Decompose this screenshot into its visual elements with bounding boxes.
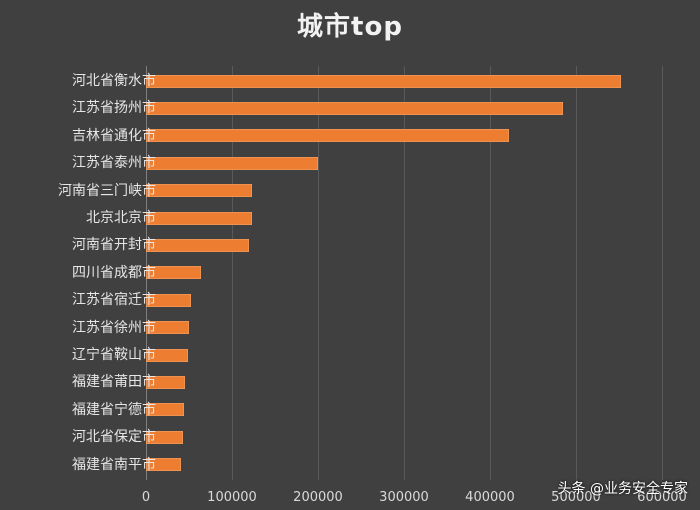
bar <box>146 238 250 252</box>
category-label: 吉林省通化市 <box>72 127 156 144</box>
bar <box>146 321 189 335</box>
category-label: 江苏省泰州市 <box>72 155 156 172</box>
category-label: 福建省南平市 <box>72 456 156 473</box>
x-tick-label: 200000 <box>293 490 343 505</box>
gridline <box>404 66 405 480</box>
x-tick-label: 300000 <box>379 490 429 505</box>
category-label: 北京北京市 <box>86 210 156 226</box>
bar <box>146 266 202 280</box>
gridline <box>232 66 233 480</box>
category-label: 辽宁省鞍山市 <box>72 347 156 363</box>
bar <box>146 458 182 472</box>
x-tick-label: 500000 <box>551 490 601 505</box>
category-label: 河南省三门峡市 <box>58 182 156 199</box>
gridline <box>576 66 577 480</box>
bar <box>146 156 318 170</box>
bar <box>146 348 189 362</box>
category-label: 四川省成都市 <box>72 264 156 281</box>
category-label: 河南省开封市 <box>72 237 156 254</box>
bar <box>146 293 191 307</box>
bar <box>146 74 621 88</box>
bar <box>146 129 509 143</box>
x-tick-label: 0 <box>141 490 151 505</box>
watermark: 头条 @业务安全专家 <box>557 481 688 497</box>
x-tick-label: 400000 <box>465 490 515 505</box>
category-label: 江苏省扬州市 <box>72 100 156 117</box>
category-label: 河北省衡水市 <box>72 73 156 89</box>
category-label: 河北省保定市 <box>72 429 156 446</box>
category-label: 江苏省宿迁市 <box>72 292 156 309</box>
gridline <box>662 66 663 480</box>
bar <box>146 184 252 198</box>
gridline <box>318 66 319 480</box>
gridline <box>490 66 491 480</box>
category-label: 福建省宁德市 <box>72 401 156 418</box>
category-label: 江苏省徐州市 <box>72 319 156 336</box>
x-tick-label: 600000 <box>637 490 687 505</box>
bar <box>146 375 185 389</box>
chart-title: 城市top <box>297 12 403 42</box>
category-label: 福建省莆田市 <box>72 374 156 391</box>
plot-area <box>146 66 676 480</box>
x-tick-label: 100000 <box>207 490 257 505</box>
bar <box>146 101 564 115</box>
bar <box>146 403 184 417</box>
bar <box>146 211 252 225</box>
bar <box>146 430 183 444</box>
